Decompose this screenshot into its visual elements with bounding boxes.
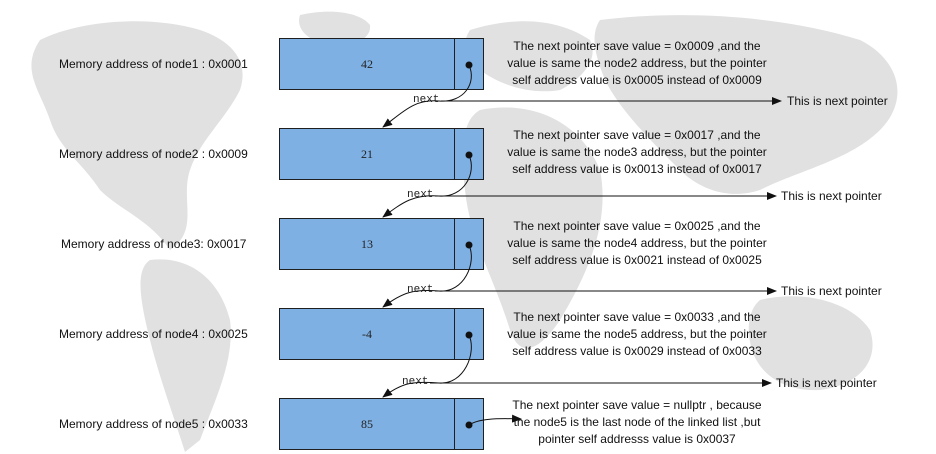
- next-link-arrow: [382, 244, 472, 308]
- list-node: 85: [279, 398, 484, 450]
- pointer-description: The next pointer save value = 0x0025 ,an…: [492, 218, 782, 269]
- list-node: 13: [279, 218, 484, 270]
- next-pointer-tip: This is next pointer: [781, 189, 882, 203]
- description-line: value is same the node2 address, but the…: [507, 56, 767, 70]
- list-node: -4: [279, 308, 484, 360]
- next-label: next: [405, 284, 436, 296]
- description-line: self address value is 0x0029 instead of …: [512, 344, 762, 358]
- node-value: 13: [361, 236, 373, 251]
- description-line: value is same the node5 address, but the…: [507, 327, 767, 341]
- description-line: value is same the node4 address, but the…: [507, 236, 767, 250]
- description-line: the node5 is the last node of the linked…: [513, 415, 761, 429]
- pointer-description: The next pointer save value = nullptr , …: [492, 397, 782, 448]
- node-address-label: Memory address of node2 : 0x0009: [59, 147, 248, 161]
- description-line: The next pointer save value = 0x0033 ,an…: [513, 310, 761, 324]
- next-pointer-cell: [454, 309, 484, 359]
- description-line: self address value is 0x0005 instead of …: [512, 73, 762, 87]
- next-label: next: [400, 376, 431, 388]
- list-node: 42: [279, 38, 484, 90]
- node-value: 85: [361, 416, 373, 431]
- description-line: The next pointer save value = nullptr , …: [512, 398, 762, 412]
- pointer-description: The next pointer save value = 0x0033 ,an…: [492, 309, 782, 360]
- next-link-arrow: [382, 334, 472, 398]
- next-pointer-cell: [454, 219, 484, 269]
- node-value: 21: [361, 146, 373, 161]
- next-link-arrow: [382, 64, 472, 128]
- node-address-label: Memory address of node1 : 0x0001: [59, 57, 248, 71]
- node-address-label: Memory address of node5 : 0x0033: [59, 417, 248, 431]
- next-pointer-cell: [454, 399, 484, 449]
- description-line: pointer self addresss value is 0x0037: [538, 432, 736, 446]
- list-node: 21: [279, 128, 484, 180]
- description-line: self address value is 0x0021 instead of …: [512, 253, 762, 267]
- description-line: The next pointer save value = 0x0025 ,an…: [513, 219, 761, 233]
- pointer-description: The next pointer save value = 0x0017 ,an…: [492, 127, 782, 178]
- description-line: self address value is 0x0013 instead of …: [512, 162, 762, 176]
- next-pointer-tip: This is next pointer: [781, 284, 882, 298]
- description-line: The next pointer save value = 0x0009 ,an…: [513, 39, 761, 53]
- node-address-label: Memory address of node3: 0x0017: [61, 237, 247, 251]
- node-value: -4: [362, 326, 372, 341]
- node-address-label: Memory address of node4 : 0x0025: [59, 327, 248, 341]
- next-pointer-tip: This is next pointer: [787, 94, 888, 108]
- node-value: 42: [361, 56, 373, 71]
- pointer-description: The next pointer save value = 0x0009 ,an…: [492, 38, 782, 89]
- null-pointer-arrow: [468, 414, 522, 426]
- next-pointer-cell: [454, 39, 484, 89]
- next-pointer-cell: [454, 129, 484, 179]
- description-line: value is same the node3 address, but the…: [507, 145, 767, 159]
- next-link-arrow: [382, 154, 472, 218]
- description-line: The next pointer save value = 0x0017 ,an…: [513, 128, 761, 142]
- next-pointer-tip: This is next pointer: [776, 376, 877, 390]
